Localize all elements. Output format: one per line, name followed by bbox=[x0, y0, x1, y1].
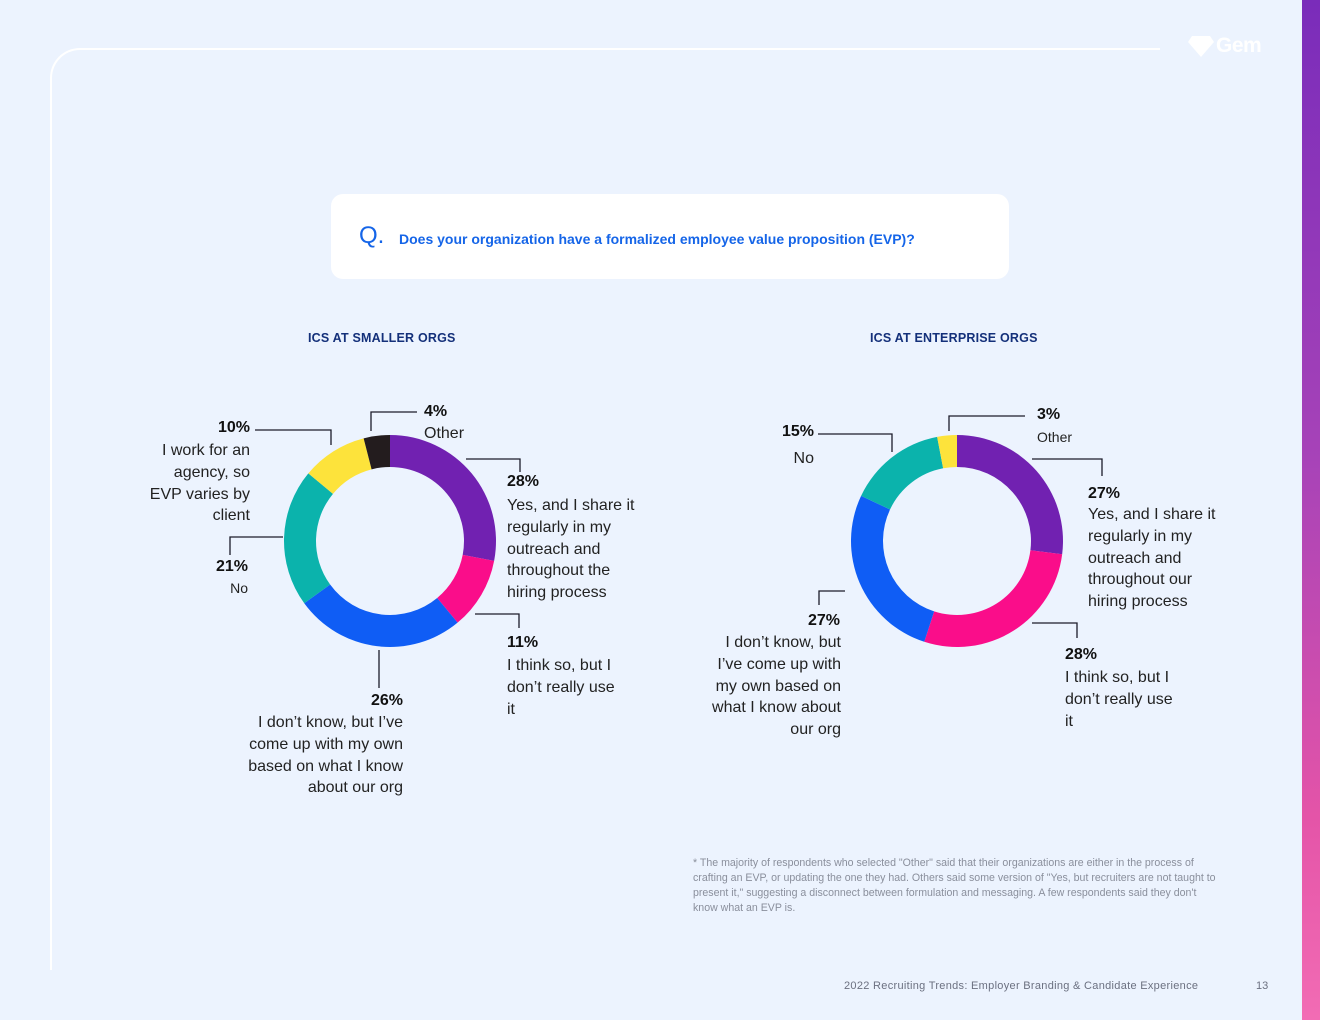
slice-label: Other bbox=[1037, 429, 1073, 445]
slice-label: I don’t know, but I’ve come up with my o… bbox=[248, 714, 403, 797]
frame-top-line bbox=[128, 48, 1160, 50]
donut-chart-smaller bbox=[284, 435, 496, 647]
leader-line-think bbox=[1032, 622, 1078, 638]
slice-label: I think so, but I don’t really use it bbox=[1065, 669, 1173, 730]
donut-slice bbox=[861, 436, 944, 510]
gem-icon bbox=[1188, 36, 1214, 57]
logo-text: Gem bbox=[1216, 34, 1262, 57]
donut-slice bbox=[437, 554, 495, 623]
pct-label: 3% bbox=[1037, 406, 1061, 423]
pct-label: 28% bbox=[1065, 646, 1098, 663]
question-card: Q. Does your organization have a formali… bbox=[331, 194, 1009, 279]
leader-line-agency bbox=[255, 429, 332, 445]
leader-line-dontknow bbox=[818, 590, 845, 605]
donut-slice bbox=[924, 550, 1063, 648]
chart-title-smaller: ICS AT SMALLER ORGS bbox=[308, 331, 456, 345]
slice-label: Yes, and I share it regularly in my outr… bbox=[507, 497, 635, 602]
donut-slice bbox=[304, 584, 458, 647]
leader-line-think bbox=[475, 613, 520, 628]
donut-slice bbox=[937, 435, 957, 469]
donut-slice bbox=[308, 438, 372, 494]
footnote: * The majority of respondents who select… bbox=[693, 857, 1216, 914]
footer-title: 2022 Recruiting Trends: Employer Brandin… bbox=[844, 980, 1199, 992]
pct-label: 26% bbox=[370, 692, 403, 709]
pct-label: 15% bbox=[781, 423, 814, 440]
leader-line-yes bbox=[466, 458, 521, 472]
page-number: 13 bbox=[1256, 980, 1269, 992]
donut-slice bbox=[851, 495, 935, 642]
slice-label: Other bbox=[424, 425, 465, 442]
slice-label: I work for an agency, so EVP varies by c… bbox=[149, 442, 250, 525]
donut-chart-enterprise bbox=[851, 435, 1063, 648]
slice-label: Yes, and I share it regularly in my outr… bbox=[1088, 506, 1216, 611]
chart-title-enterprise: ICS AT ENTERPRISE ORGS bbox=[870, 331, 1038, 345]
question-text: Does your organization have a formalized… bbox=[399, 231, 915, 247]
pct-label: 28% bbox=[507, 473, 540, 490]
slice-label: No bbox=[230, 580, 248, 596]
leader-line-other bbox=[370, 411, 417, 431]
side-gradient-bar bbox=[1302, 0, 1320, 1020]
slice-label: I think so, but I don’t really use it bbox=[507, 657, 615, 718]
pct-label: 4% bbox=[424, 403, 448, 420]
donut-slice bbox=[957, 435, 1063, 555]
leader-lines-smaller bbox=[229, 411, 521, 688]
donut-slice bbox=[390, 435, 496, 561]
slice-label: No bbox=[793, 450, 814, 467]
donut-slice bbox=[284, 473, 333, 604]
pct-label: 21% bbox=[215, 558, 248, 575]
donut-slice bbox=[363, 435, 390, 470]
pct-label: 27% bbox=[807, 612, 840, 629]
leader-line-no bbox=[229, 536, 283, 555]
leader-line-yes bbox=[1032, 458, 1103, 476]
pct-label: 10% bbox=[217, 419, 250, 436]
slice-label: I don’t know, but I’ve come up with my o… bbox=[712, 634, 841, 739]
leader-lines-enterprise bbox=[818, 415, 1103, 638]
leader-line-other bbox=[948, 415, 1025, 431]
question-mark-label: Q. bbox=[359, 222, 385, 249]
gem-logo: Gem bbox=[1188, 34, 1278, 60]
frame-border bbox=[50, 48, 130, 970]
leader-line-no bbox=[818, 433, 893, 452]
pct-label: 11% bbox=[507, 634, 539, 651]
pct-label: 27% bbox=[1088, 485, 1121, 502]
